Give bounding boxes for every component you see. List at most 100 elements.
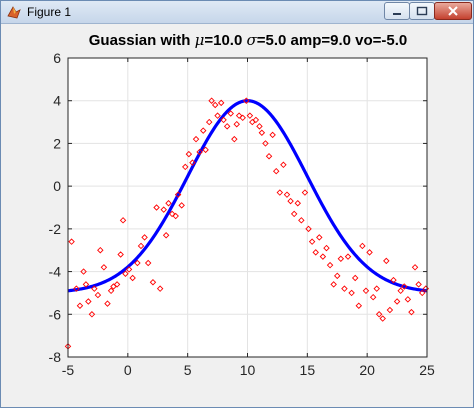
data-point <box>189 159 196 166</box>
data-point <box>202 146 209 154</box>
data-point <box>239 114 246 122</box>
data-point <box>125 266 133 273</box>
data-point <box>348 289 355 297</box>
data-point <box>196 148 203 156</box>
data-point <box>298 217 305 224</box>
minimize-button[interactable] <box>384 2 410 20</box>
data-point <box>246 112 254 119</box>
data-point <box>137 242 145 250</box>
data-point <box>258 129 266 136</box>
data-point <box>217 99 225 107</box>
data-point <box>153 204 160 211</box>
data-point <box>326 261 334 269</box>
data-point <box>88 311 96 318</box>
data-point <box>359 242 366 250</box>
x-tick-label: 25 <box>419 362 435 378</box>
title-bar[interactable]: Figure 1 <box>1 1 473 24</box>
y-tick-label: -8 <box>49 349 62 365</box>
data-point <box>214 112 221 119</box>
data-point <box>379 315 386 322</box>
y-tick-label: 6 <box>53 50 61 66</box>
data-point <box>76 302 84 309</box>
axes-box <box>67 57 428 358</box>
data-point <box>149 279 157 286</box>
data-point <box>172 212 179 220</box>
data-point <box>165 199 172 207</box>
data-point <box>294 199 301 207</box>
y-tick-label: 0 <box>53 178 61 194</box>
close-button[interactable] <box>434 2 472 20</box>
maximize-icon <box>416 6 428 16</box>
close-icon <box>448 6 458 16</box>
y-tick-label: 2 <box>53 135 61 151</box>
data-point <box>144 259 152 267</box>
y-tick-label: -2 <box>49 221 62 237</box>
y-tick-label: -6 <box>49 306 62 322</box>
data-point <box>269 131 276 139</box>
data-point <box>265 153 273 160</box>
data-point <box>401 283 408 290</box>
data-point <box>252 116 260 124</box>
data-point <box>68 238 75 245</box>
data-point <box>262 140 269 147</box>
data-point <box>100 264 108 271</box>
data-point <box>390 276 397 284</box>
y-tick-label: -4 <box>49 264 62 280</box>
data-point <box>319 253 327 260</box>
y-tick-label: 4 <box>53 93 61 109</box>
x-tick-label: 20 <box>359 362 375 378</box>
data-point <box>129 274 136 282</box>
data-point <box>119 217 127 224</box>
data-point <box>287 197 294 205</box>
maximize-button[interactable] <box>409 2 435 20</box>
data-point <box>80 268 87 275</box>
matlab-icon <box>7 6 21 19</box>
data-point <box>283 191 291 198</box>
data-point <box>312 249 319 256</box>
data-point <box>256 123 263 130</box>
x-tick-label: 0 <box>124 362 132 378</box>
data-point <box>373 285 380 292</box>
data-point <box>94 291 102 299</box>
data-point <box>160 206 167 213</box>
data-point <box>355 302 363 309</box>
data-point <box>223 123 231 130</box>
data-point <box>341 285 348 292</box>
data-point <box>290 210 298 218</box>
data-point <box>418 289 426 297</box>
data-point <box>205 118 213 126</box>
scatter-points <box>64 97 430 350</box>
data-point <box>182 163 189 171</box>
data-point <box>192 135 200 143</box>
data-point <box>156 285 164 292</box>
data-point <box>185 150 193 158</box>
data-point <box>369 293 377 301</box>
data-point <box>141 234 148 241</box>
data-point <box>91 285 98 292</box>
data-point <box>316 234 323 241</box>
data-point <box>351 274 359 282</box>
data-point <box>104 300 111 307</box>
data-point <box>162 232 170 239</box>
data-point <box>334 272 341 280</box>
axis-ticks: -5 0 5 10 15 20 25 -8 -6 -4 -2 0 2 4 6 <box>49 50 435 378</box>
minimize-icon <box>393 13 401 15</box>
data-point <box>276 189 284 196</box>
data-point <box>308 238 316 245</box>
data-point <box>227 110 234 117</box>
data-point <box>208 97 215 104</box>
data-point <box>408 308 415 316</box>
data-point <box>393 298 401 305</box>
x-tick-label: 15 <box>300 362 316 378</box>
data-point <box>323 244 330 252</box>
data-point <box>233 120 240 128</box>
data-point <box>362 287 370 295</box>
data-point <box>404 296 412 303</box>
data-point <box>97 246 104 254</box>
x-tick-label: 5 <box>184 362 192 378</box>
figure-canvas: Guassian with μ=10.0 σ=5.0 amp=9.0 vo=-5… <box>2 24 473 407</box>
data-point <box>134 259 141 267</box>
data-point <box>366 249 373 256</box>
data-point <box>168 210 176 218</box>
